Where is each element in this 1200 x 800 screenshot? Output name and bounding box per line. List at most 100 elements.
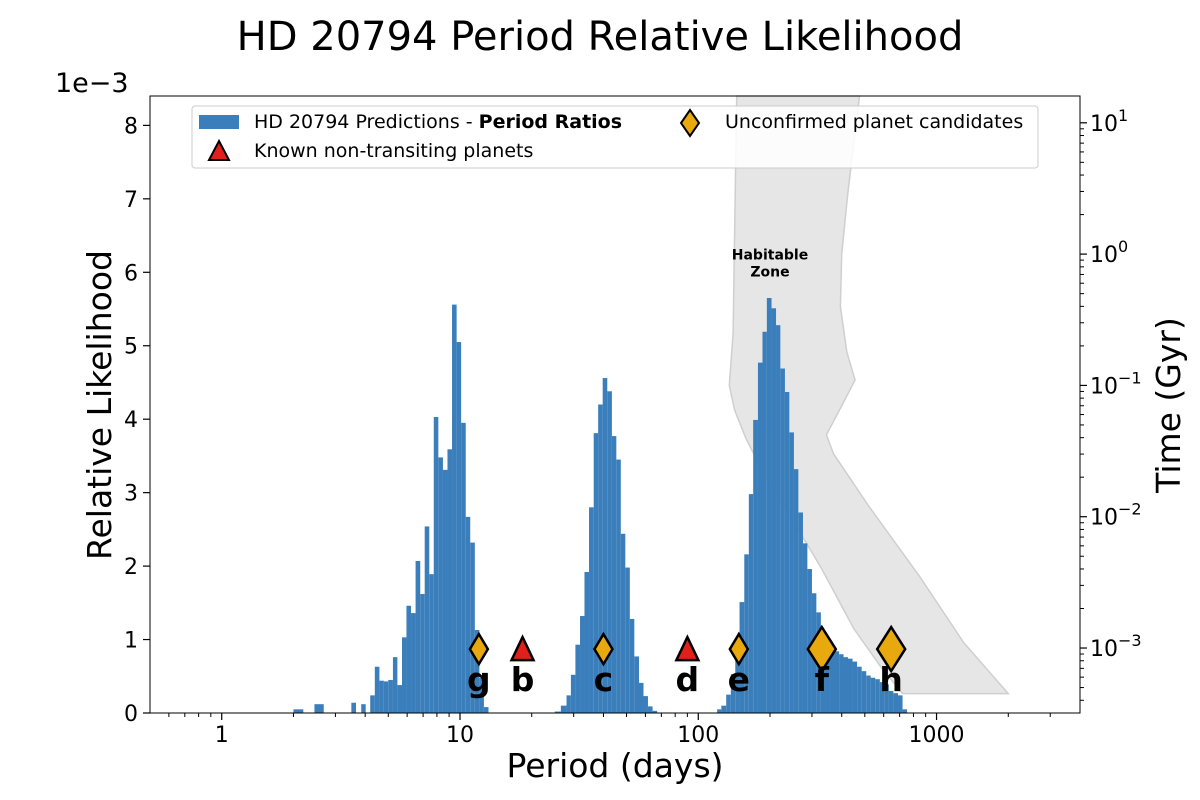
histogram-bar: [611, 436, 617, 713]
chart-title: HD 20794 Period Relative Likelihood: [237, 14, 964, 60]
histogram-bar: [762, 331, 767, 713]
histogram-bar: [406, 605, 412, 713]
planet-label-f: f: [815, 660, 830, 699]
habitable-zone-label-line2: Zone: [750, 264, 789, 280]
legend-candidate-label: Unconfirmed planet candidates: [725, 111, 1023, 133]
histogram-bar: [634, 656, 640, 713]
y2-axis-label: Time (Gyr): [1149, 317, 1188, 494]
histogram-bar: [483, 707, 489, 713]
histogram-bar: [829, 646, 835, 713]
histogram-bar: [598, 404, 603, 713]
y-axis: 0 1 2 3 4 5 6 7 8: [124, 114, 150, 727]
histogram-bar: [420, 594, 425, 713]
histogram-bar: [730, 674, 736, 713]
histogram-bar: [820, 631, 826, 713]
histogram-bar: [602, 378, 608, 713]
planet-label-d: d: [676, 660, 700, 699]
candidate-planet-marker: [806, 624, 838, 674]
histogram-bar: [629, 618, 635, 713]
histogram-bar: [825, 639, 830, 713]
histogram-bar: [643, 696, 648, 713]
histogram-bar: [898, 695, 903, 713]
y-axis-label: Relative Likelihood: [80, 250, 119, 560]
histogram-bar: [589, 507, 594, 713]
histogram-bar: [744, 554, 749, 713]
histogram-bar: [870, 677, 876, 713]
histogram-bar: [639, 682, 644, 713]
histogram-bar: [370, 695, 375, 713]
histogram-bar: [726, 694, 731, 713]
histogram-bar: [861, 671, 867, 713]
legend-candidate-marker: [679, 108, 701, 138]
legend-histogram-swatch: [199, 115, 239, 129]
histogram-bar: [717, 709, 722, 713]
histogram-bar: [776, 325, 781, 713]
x-tick-label: 1: [215, 723, 229, 748]
histogram-bar: [560, 705, 567, 713]
histogram-bar: [902, 709, 908, 713]
histogram-bar: [748, 494, 754, 713]
candidate-planet-marker: [592, 631, 614, 667]
habitable-zone-label-line1: Habitable: [732, 247, 808, 263]
legend-histogram-label: HD 20794 Predictions - Period Ratios: [254, 111, 622, 133]
histogram-bar: [802, 543, 808, 713]
histogram-bar: [479, 677, 484, 713]
histogram-bar: [415, 560, 421, 713]
histogram-bar: [293, 709, 299, 713]
histogram-bar: [721, 705, 727, 713]
histogram-bar: [888, 690, 894, 713]
histogram-bar: [839, 654, 844, 713]
histogram-bar: [793, 469, 799, 713]
histogram-bar: [383, 681, 389, 713]
y-tick-label: 1: [124, 629, 138, 654]
y-tick-label: 7: [124, 188, 138, 213]
histogram-bar: [584, 571, 590, 713]
y-tick-label: 3: [124, 482, 138, 507]
planet-label-g: g: [467, 660, 491, 699]
histogram-bar: [298, 709, 304, 713]
histogram-bar: [735, 643, 740, 713]
histogram-bar: [319, 704, 324, 713]
histogram-bar: [875, 679, 880, 713]
histogram-bar: [456, 342, 462, 713]
histogram-bar: [379, 680, 384, 713]
histogram-bar: [625, 567, 630, 713]
histogram-bar: [575, 644, 581, 713]
histogram-bar: [429, 574, 434, 713]
candidate-planet-marker: [875, 624, 907, 674]
y-tick-label: 0: [124, 702, 138, 727]
histogram-bar: [884, 684, 889, 713]
planet-markers: b dg c e f h: [467, 624, 907, 699]
candidate-planet-marker: [728, 631, 750, 667]
y-tick-label: 5: [124, 335, 138, 360]
planet-label-e: e: [728, 660, 750, 699]
histogram-bar: [843, 657, 848, 713]
planet-label-c: c: [594, 660, 614, 699]
x-axis-label: Period (days): [506, 746, 723, 785]
legend-box: [191, 105, 1039, 169]
y-tick-label: 6: [124, 261, 138, 286]
histogram-bar: [470, 542, 475, 713]
y-tick-label: 8: [124, 114, 138, 139]
histogram-bar: [402, 637, 407, 713]
histogram-bar: [607, 391, 612, 713]
legend-known-planet-marker: [207, 138, 231, 161]
known-planet-marker: [509, 634, 536, 662]
x-tick-label: 100: [677, 723, 719, 748]
histogram-bar: [798, 512, 803, 713]
histogram-bar: [580, 616, 585, 713]
histogram-bar: [879, 682, 885, 713]
histogram-bar: [757, 362, 763, 713]
legend: HD 20794 Predictions - Period Ratios Kno…: [191, 105, 1039, 169]
histogram-bar: [620, 533, 626, 713]
histogram-bar: [789, 432, 794, 713]
histogram-bar: [411, 613, 416, 713]
histogram-bar: [784, 392, 790, 713]
histogram-bar: [433, 416, 439, 713]
y2-tick-label: 100: [1090, 237, 1128, 268]
x-axis: 1 10 100 1000: [168, 713, 1051, 748]
histogram-bar: [424, 526, 430, 713]
y2-tick-label: 10−3: [1090, 631, 1142, 662]
